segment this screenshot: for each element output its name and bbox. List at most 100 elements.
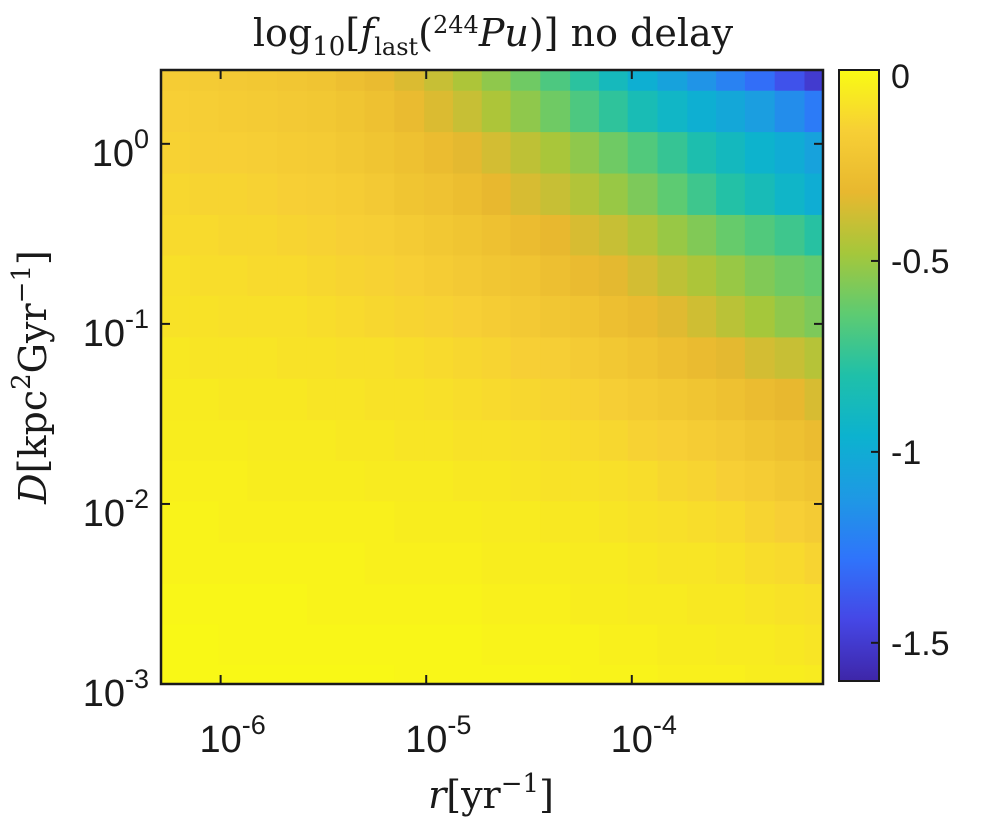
heatmap-cell [364, 337, 395, 380]
heatmap-cell [424, 501, 454, 544]
heatmap-cell [189, 214, 220, 257]
heatmap-cell [394, 542, 425, 585]
heatmap-cell [394, 378, 425, 421]
heatmap-cell [657, 255, 688, 297]
heatmap-cell [510, 173, 541, 216]
heatmap-cell [335, 90, 366, 133]
heatmap-cell [540, 584, 571, 626]
heatmap-cell [247, 584, 278, 626]
x-tick-label: 10-5 [405, 710, 471, 761]
heatmap-cell [481, 90, 512, 133]
heatmap-cell [627, 214, 659, 257]
heatmap-cell [716, 173, 746, 216]
colorbar-tick-label: -1 [891, 434, 921, 472]
heatmap-cell [218, 255, 248, 297]
heatmap-cell [481, 132, 512, 175]
heatmap-cell [570, 70, 600, 92]
heatmap-cell [277, 90, 308, 133]
heatmap-cell [218, 584, 248, 626]
heatmap-cell [804, 70, 824, 92]
y-tick-label: 10-1 [83, 304, 149, 355]
heatmap-cell [424, 132, 454, 175]
heatmap-cell [335, 584, 366, 626]
heatmap-cell [804, 337, 824, 380]
heatmap-cell [540, 665, 571, 685]
heatmap-cell [452, 624, 483, 666]
heatmap-cell [774, 624, 806, 666]
heatmap-cell [744, 70, 776, 92]
heatmap-cell [657, 90, 688, 133]
heatmap-cell [744, 542, 776, 585]
x-tick-label: 10-6 [199, 710, 265, 761]
heatmap-cell [540, 255, 571, 297]
heatmap-cell [306, 378, 337, 421]
heatmap-cell [510, 90, 541, 133]
plot-frame [159, 68, 825, 686]
heatmap-cell [218, 460, 248, 502]
heatmap-cell [218, 378, 248, 421]
heatmap-cell [424, 420, 454, 462]
heatmap-cell [394, 501, 425, 544]
heatmap-cell [598, 584, 629, 626]
heatmap-cell [744, 173, 776, 216]
heatmap-cell [218, 90, 248, 133]
heatmap-cell [687, 542, 717, 585]
heatmap-cell [424, 624, 454, 666]
heatmap-cell [598, 420, 629, 462]
heatmap-cell [744, 460, 776, 502]
heatmap-cell [277, 173, 308, 216]
heatmap-cell [774, 584, 806, 626]
heatmap-cell [424, 295, 454, 338]
heatmap-cell [627, 90, 659, 133]
heatmap-cell [481, 70, 512, 92]
heatmap-cell [218, 665, 248, 685]
heatmap-cell [277, 378, 308, 421]
heatmap-cell [540, 460, 571, 502]
heatmap-cell [744, 337, 776, 380]
heatmap-cell [657, 460, 688, 502]
heatmap-cell [804, 420, 824, 462]
heatmap-cell [189, 420, 220, 462]
heatmap-cell [716, 378, 746, 421]
heatmap-cell [716, 501, 746, 544]
heatmap-cell [804, 584, 824, 626]
heatmap-cell [716, 214, 746, 257]
heatmap-cell [657, 337, 688, 380]
heatmap-cell [161, 214, 191, 257]
heatmap-cell [570, 624, 600, 666]
heatmap-cell [247, 460, 278, 502]
heatmap-cell [306, 665, 337, 685]
heatmap-cell [481, 173, 512, 216]
heatmap-cell [657, 173, 688, 216]
heatmap-cell [424, 337, 454, 380]
heatmap-cell [189, 337, 220, 380]
heatmap-cell [277, 420, 308, 462]
heatmap-cell [218, 501, 248, 544]
heatmap-cell [424, 542, 454, 585]
heatmap-cell [598, 70, 629, 92]
heatmap-cell [657, 295, 688, 338]
heatmap-cell [452, 90, 483, 133]
heatmap-cell [306, 501, 337, 544]
heatmap-cell [804, 665, 824, 685]
heatmap-cell [394, 420, 425, 462]
heatmap-cell [161, 255, 191, 297]
heatmap-cell [570, 337, 600, 380]
heatmap-cell [598, 501, 629, 544]
heatmap-cell [364, 214, 395, 257]
heatmap-cell [657, 501, 688, 544]
heatmap-cell [570, 132, 600, 175]
heatmap-cell [364, 90, 395, 133]
heatmap-cell [364, 70, 395, 92]
heatmap-cell [452, 132, 483, 175]
heatmap-cell [510, 337, 541, 380]
heatmap-cell [481, 624, 512, 666]
heatmap-cell [277, 624, 308, 666]
heatmap-cell [335, 378, 366, 421]
heatmap-cell [510, 70, 541, 92]
heatmap-cell [161, 501, 191, 544]
heatmap-cell [570, 378, 600, 421]
y-tick-label: 10-2 [83, 484, 149, 535]
heatmap-cell [804, 214, 824, 257]
